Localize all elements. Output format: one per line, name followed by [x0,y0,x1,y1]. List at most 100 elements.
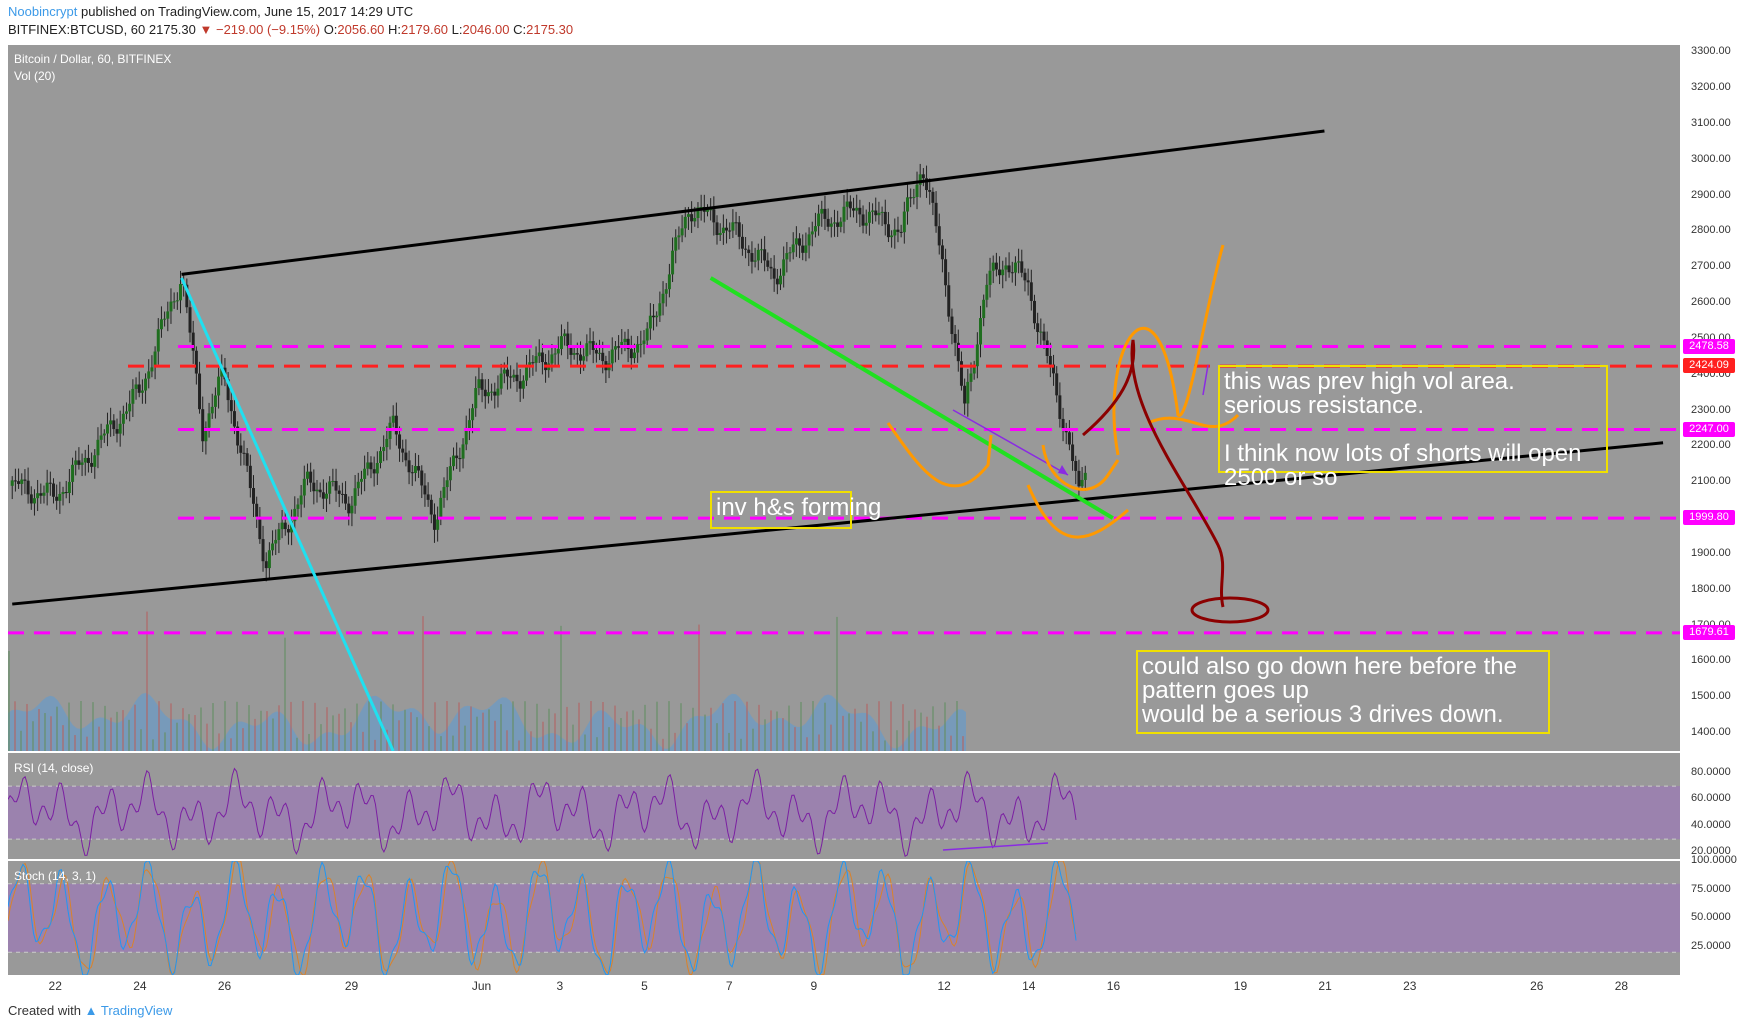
candle-body [483,389,487,397]
time-axis-tick: 5 [641,979,648,993]
volume-bar [740,738,742,751]
candle-body [667,274,671,290]
candle-body [661,293,665,304]
price-axis-tick: 2700.00 [1691,260,1731,273]
volume-bar [950,735,952,751]
volume-bar [500,704,502,751]
candle-body [375,462,379,474]
time-axis[interactable]: 22 24 26 29 Jun 3 5 7 9 12 14 16 19 21 23 26 28 [8,977,1680,995]
volume-bar [74,735,76,751]
stoch-pane[interactable]: Stoch (14, 3, 1) [8,861,1680,975]
candle-body [455,455,459,459]
candle-body [852,208,856,211]
candle-body [563,333,567,337]
candle-body [102,433,106,436]
candle-body [67,481,71,494]
rsi-pane[interactable]: RSI (14, close) [8,753,1680,859]
volume-bar [698,624,700,751]
candle-body [296,504,300,509]
stoch-axis-tick: 75.0000 [1691,882,1731,895]
rsi-axis[interactable]: 80.0000 60.0000 40.0000 20.0000 [1683,753,1750,859]
high-label: H: [388,22,402,37]
candle-body [105,424,109,434]
candle-body [925,178,929,191]
volume-bar [656,701,658,751]
rsi-line [8,767,1077,857]
volume-bar [218,733,220,751]
time-axis-tick: 21 [1318,979,1332,993]
price-axis-tick: 2600.00 [1691,296,1731,309]
volume-bar [398,720,400,751]
volume-bar [608,727,610,751]
volume-bar [104,705,106,751]
volume-bar [14,701,16,751]
candle-body [636,344,640,353]
candle-body [890,235,894,238]
candle-body [658,303,662,316]
candle-body [150,367,154,372]
volume-bar [812,701,814,751]
candle-body [1032,300,1036,324]
candle-body [718,232,722,236]
candle-body [26,480,30,495]
candle-body [369,462,373,470]
candle-body [893,229,897,236]
candle-body [671,250,675,275]
price-pane[interactable]: Bitcoin / Dollar, 60, BITFINEX Vol (20) … [8,45,1680,751]
tradingview-link[interactable]: TradingView [100,1003,173,1018]
volume-bar [650,728,652,751]
candle-body [1004,265,1008,270]
candle-body [763,249,767,261]
volume-bar [224,701,226,751]
author-link[interactable]: Noobincrypt [8,4,78,19]
candle-body [267,550,271,569]
time-axis-tick: Jun [471,979,492,993]
volume-bar [206,723,208,751]
volume-bar [332,715,334,751]
candle-body [1029,282,1033,301]
candle-body [620,341,624,348]
candle-body [264,561,268,569]
channel-bottom-line [12,441,1664,606]
price-tag: 2424.09 [1683,358,1735,374]
candle-body [467,420,471,429]
volume-bar [722,703,724,751]
candle-body [220,367,224,377]
time-axis-tick: 3 [556,979,564,993]
candle-body [969,373,973,382]
volume-bar [710,707,712,751]
candle-body [648,315,652,329]
volume-bar [554,713,556,751]
candle-body [452,455,456,467]
volume-bar [908,720,910,751]
symbol-label: BITFINEX:BTCUSD, 60 [8,22,146,37]
candle-body [744,248,748,250]
candle-body [845,201,849,207]
candle-body [118,423,122,434]
candle-body [963,385,967,404]
price-axis-tick: 3200.00 [1691,81,1731,93]
candle-body [166,311,170,319]
candle-body [58,493,62,501]
candle-body [32,498,36,504]
volume-bar [248,705,250,751]
candle-body [23,479,27,481]
volume-bar [962,736,964,751]
volume-bar [422,616,424,751]
candle-body [686,214,690,217]
candle-body [559,336,563,350]
candle-body [1042,331,1046,341]
price-axis[interactable]: 3300.00 3200.00 3100.00 3000.00 2900.00 2800.… [1683,45,1750,751]
candle-body [271,543,275,551]
volume-bar [446,701,448,751]
volume-bar [704,714,706,751]
volume-bar [296,737,298,751]
candle-body [772,268,776,279]
candle-body [664,289,668,294]
stoch-axis[interactable]: 100.0000 75.0000 50.0000 25.0000 [1683,854,1750,975]
candle-body [477,379,481,389]
candle-body [1039,331,1043,333]
volume-bar [590,701,592,751]
volume-bar [86,736,88,751]
candle-body [210,406,214,414]
